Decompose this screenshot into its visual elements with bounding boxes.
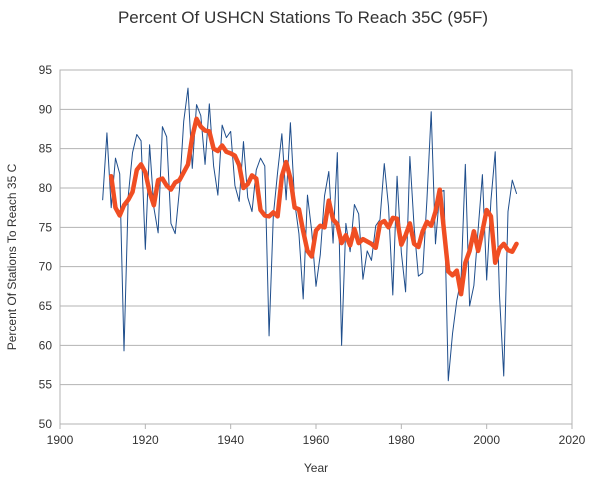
- plot-area: [59, 69, 573, 425]
- x-tick-label: 2020: [559, 433, 586, 447]
- x-tick-label: 2000: [473, 433, 500, 447]
- x-axis-ticks: 1900 1920 1940 1960 1980 2000 2020: [47, 424, 586, 447]
- x-tick-label: 1960: [303, 433, 330, 447]
- series-line-smoothed: [108, 116, 519, 297]
- x-tick-label: 1940: [217, 433, 244, 447]
- x-tick-label: 1920: [132, 433, 159, 447]
- x-tick-label: 1980: [388, 433, 415, 447]
- series-line-annual: [102, 87, 518, 382]
- y-tick-label: 85: [39, 142, 53, 156]
- x-tick-label: 1900: [47, 433, 74, 447]
- x-axis-label: Year: [304, 461, 328, 475]
- y-axis-ticks: 50 55 60 65 70 75 80 85 90 95: [39, 63, 53, 431]
- y-tick-label: 80: [39, 181, 53, 195]
- y-tick-label: 60: [39, 338, 53, 352]
- series-layer: [102, 87, 519, 382]
- y-tick-label: 95: [39, 63, 53, 77]
- y-tick-label: 70: [39, 260, 53, 274]
- y-tick-label: 90: [39, 102, 53, 116]
- y-tick-label: 65: [39, 299, 53, 313]
- y-tick-label: 55: [39, 378, 53, 392]
- chart-title: Percent Of USHCN Stations To Reach 35C (…: [118, 8, 488, 27]
- y-tick-label: 50: [39, 417, 53, 431]
- y-tick-label: 75: [39, 220, 53, 234]
- y-axis-label: Percent Of Stations To Reach 35 C: [5, 163, 19, 350]
